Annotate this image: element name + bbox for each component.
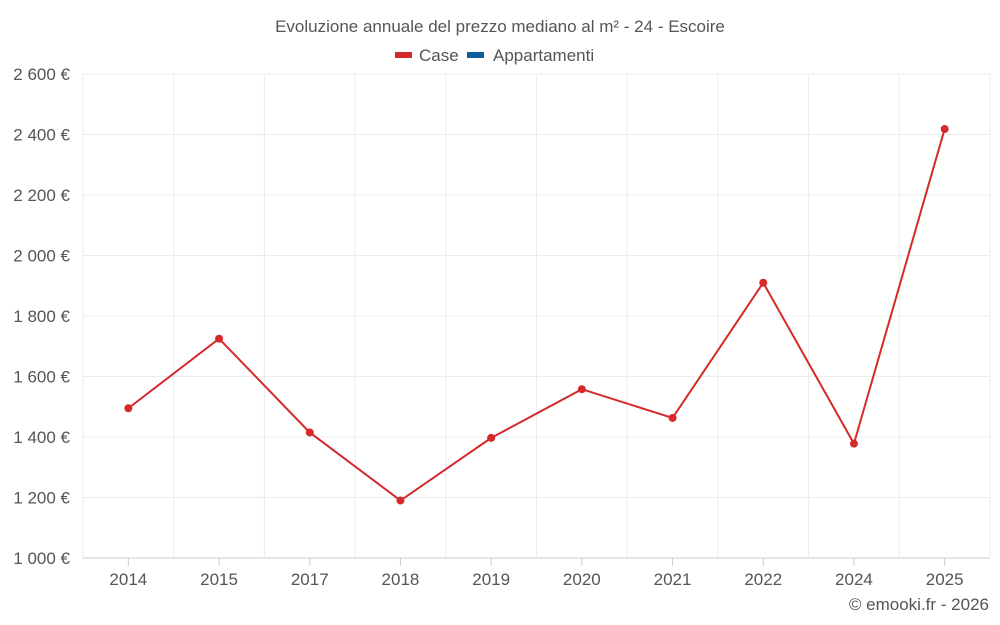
data-point-case[interactable] xyxy=(940,125,949,134)
data-point-case[interactable] xyxy=(668,413,677,422)
x-tick-label: 2018 xyxy=(382,570,420,589)
legend-swatch-case xyxy=(395,52,412,58)
data-point-case[interactable] xyxy=(759,278,768,287)
x-tick-label: 2020 xyxy=(563,570,601,589)
data-point-case[interactable] xyxy=(215,334,224,343)
y-tick-label: 2 000 € xyxy=(13,247,70,266)
x-tick-label: 2024 xyxy=(835,570,873,589)
data-point-case[interactable] xyxy=(577,385,586,394)
legend-label-appartamenti: Appartamenti xyxy=(493,46,594,65)
y-tick-label: 1 400 € xyxy=(13,428,70,447)
y-tick-label: 2 400 € xyxy=(13,126,70,145)
legend-item-case[interactable]: Case xyxy=(395,46,459,65)
legend-swatch-appartamenti xyxy=(467,52,484,58)
x-tick-label: 2022 xyxy=(744,570,782,589)
x-tick-label: 2014 xyxy=(109,570,147,589)
chart-title: Evoluzione annuale del prezzo mediano al… xyxy=(275,17,725,36)
data-point-case[interactable] xyxy=(849,439,858,448)
y-tick-label: 1 800 € xyxy=(13,307,70,326)
x-tick-label: 2025 xyxy=(926,570,964,589)
data-point-case[interactable] xyxy=(305,428,314,437)
credit-text: © emooki.fr - 2026 xyxy=(849,595,989,614)
data-point-case[interactable] xyxy=(124,404,133,413)
series xyxy=(124,125,949,505)
y-axis-ticks: 2 600 € 2 400 € 2 200 € 2 000 € 1 800 € 1 600… xyxy=(13,65,70,568)
x-tick-label: 2015 xyxy=(200,570,238,589)
y-tick-label: 2 200 € xyxy=(13,186,70,205)
legend-label-case: Case xyxy=(419,46,459,65)
data-point-case[interactable] xyxy=(487,433,496,442)
x-tick-label: 2019 xyxy=(472,570,510,589)
y-tick-label: 2 600 € xyxy=(13,65,70,84)
x-axis-ticks: 2014 2015 2017 2018 2019 2020 2021 2022 2024 2025 xyxy=(109,558,964,589)
legend-item-appartamenti[interactable]: Appartamenti xyxy=(467,46,594,65)
legend: Case Appartamenti xyxy=(395,46,594,65)
data-point-case[interactable] xyxy=(396,496,405,505)
y-tick-label: 1 600 € xyxy=(13,368,70,387)
y-tick-label: 1 000 € xyxy=(13,549,70,568)
y-tick-label: 1 200 € xyxy=(13,489,70,508)
series-line-case xyxy=(127,128,946,502)
grid xyxy=(82,73,991,559)
x-tick-label: 2017 xyxy=(291,570,329,589)
x-tick-label: 2021 xyxy=(654,570,692,589)
